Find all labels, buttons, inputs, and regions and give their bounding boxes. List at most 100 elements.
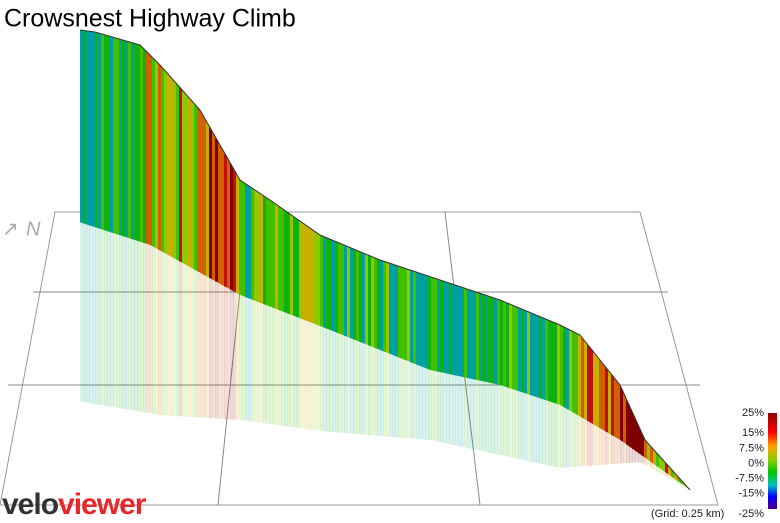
profile-strip xyxy=(620,385,624,443)
profile-shadow xyxy=(530,395,534,463)
profile-shadow xyxy=(143,242,147,413)
profile-strip xyxy=(266,197,270,307)
profile-shadow xyxy=(410,362,414,439)
profile-strip xyxy=(95,32,99,229)
profile-shadow xyxy=(296,316,300,428)
profile-shadow xyxy=(611,434,615,465)
profile-shadow xyxy=(545,400,549,466)
profile-strip xyxy=(530,312,534,396)
profile-strip xyxy=(275,203,279,310)
profile-shadow xyxy=(212,279,216,419)
profile-strip xyxy=(632,411,636,451)
north-label: N xyxy=(26,218,41,240)
profile-strip xyxy=(353,248,357,341)
profile-shadow xyxy=(560,405,564,468)
profile-shadow xyxy=(353,339,357,435)
profile-strip xyxy=(248,185,252,300)
profile-shadow xyxy=(182,262,186,417)
profile-strip xyxy=(335,241,339,334)
profile-strip xyxy=(368,255,372,347)
profile-strip xyxy=(134,43,138,241)
profile-strip xyxy=(230,162,234,292)
profile-strip xyxy=(140,45,144,243)
profile-shadow xyxy=(305,320,309,430)
profile-shadow xyxy=(314,323,318,431)
profile-strip xyxy=(374,257,378,349)
profile-shadow xyxy=(287,313,291,427)
profile-strip xyxy=(596,355,600,428)
profile-shadow xyxy=(539,398,543,465)
profile-shadow xyxy=(434,370,438,442)
logo-part: viewer xyxy=(58,488,147,521)
profile-strip xyxy=(557,323,561,405)
profile-shadow xyxy=(584,419,588,467)
profile-strip xyxy=(518,307,522,392)
profile-strip xyxy=(674,472,678,481)
profile-shadow xyxy=(149,244,153,414)
profile-strip xyxy=(296,218,300,318)
profile-shadow xyxy=(101,229,105,406)
profile-strip xyxy=(215,136,219,283)
profile-shadow xyxy=(677,480,681,485)
profile-strip xyxy=(197,106,201,273)
profile-strip xyxy=(281,207,285,313)
logo-part: velo xyxy=(2,488,59,521)
profile-shadow xyxy=(383,351,387,437)
profile-strip xyxy=(413,271,417,365)
profile-shadow xyxy=(293,315,297,428)
profile-strip xyxy=(386,262,390,354)
profile-shadow xyxy=(656,465,660,473)
profile-shadow xyxy=(554,403,558,468)
profile-strip xyxy=(464,288,468,378)
profile-strip xyxy=(392,264,396,356)
profile-shadow xyxy=(269,306,273,425)
profile-shadow xyxy=(491,383,495,454)
profile-strip xyxy=(146,51,150,245)
profile-strip xyxy=(401,267,405,360)
profile-shadow xyxy=(374,347,378,436)
profile-shadow xyxy=(272,307,276,425)
profile-shadow xyxy=(284,312,288,427)
profile-shadow xyxy=(437,371,441,443)
profile-shadow xyxy=(440,372,444,443)
profile-shadow xyxy=(311,322,315,430)
profile-shadow xyxy=(662,470,666,476)
profile-shadow xyxy=(242,295,246,421)
profile-strip xyxy=(299,220,303,320)
profile-strip xyxy=(560,325,564,407)
profile-shadow xyxy=(386,352,390,437)
profile-shadow xyxy=(119,235,123,409)
profile-shadow xyxy=(197,271,201,418)
profile-strip xyxy=(104,34,108,232)
profile-shadow xyxy=(593,424,597,466)
profile-strip xyxy=(341,243,345,336)
profile-strip xyxy=(227,157,231,290)
profile-strip xyxy=(152,57,156,248)
profile-strip xyxy=(137,44,141,242)
profile-strip xyxy=(272,201,276,309)
profile-shadow xyxy=(641,455,645,465)
profile-strip xyxy=(521,308,525,393)
profile-strip xyxy=(509,303,513,389)
profile-shadow xyxy=(527,394,531,462)
profile-shadow xyxy=(290,314,294,428)
profile-shadow xyxy=(587,420,591,466)
profile-shadow xyxy=(368,345,372,436)
profile-strip xyxy=(467,289,471,379)
profile-strip xyxy=(494,298,498,385)
legend-tick-label: 25% xyxy=(742,407,764,419)
profile-strip xyxy=(437,279,441,373)
profile-shadow xyxy=(380,350,384,437)
profile-shadow xyxy=(533,396,537,463)
profile-shadow xyxy=(659,467,663,475)
profile-strip xyxy=(89,31,93,227)
profile-shadow xyxy=(170,256,174,416)
profile-strip xyxy=(263,195,267,306)
profile-strip xyxy=(623,391,627,445)
profile-strip xyxy=(590,347,594,425)
profile-shadow xyxy=(80,222,84,403)
profile-strip xyxy=(116,38,120,235)
profile-strip xyxy=(278,205,282,311)
profile-shadow xyxy=(83,223,87,403)
profile-shadow xyxy=(665,472,669,478)
